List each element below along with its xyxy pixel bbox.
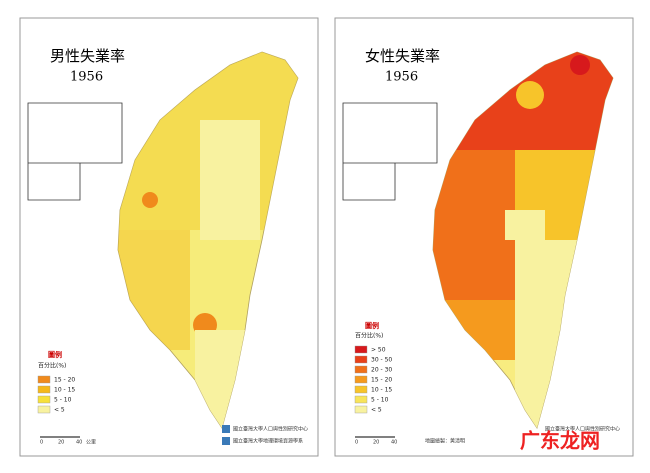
- legend-swatch: [37, 385, 51, 394]
- logo: [222, 425, 230, 433]
- credit: 國立臺灣大學人口與性別研究中心: [233, 426, 308, 433]
- inset-frame: [27, 102, 123, 201]
- legend-label: 5 - 10: [54, 397, 72, 404]
- legend-heading: 圖例: [365, 321, 379, 330]
- scale-label: 20: [373, 440, 379, 446]
- legend-swatch: [354, 395, 368, 404]
- legend-label: 15 - 20: [371, 377, 392, 384]
- scale-label: 20: [58, 440, 64, 446]
- legend: 圖例 百分比(%) > 50 30 - 50 20 - 30 15 - 20 10 - …: [354, 321, 392, 414]
- legend-label: 30 - 50: [371, 357, 392, 364]
- legend-label: < 5: [371, 407, 382, 414]
- right-panel: 女性失業率 1956 圖例 百分比(%) > 50 30 - 50 20 - 30 1…: [334, 17, 634, 457]
- credit: 國立臺灣大學人口與性別研究中心: [545, 426, 620, 433]
- legend-label: 10 - 15: [371, 387, 392, 394]
- legend-swatch: [37, 405, 51, 414]
- scale-label: 0: [40, 440, 43, 446]
- scale-label: 40: [76, 440, 82, 446]
- inset-frame: [342, 102, 438, 201]
- legend-swatch: [354, 345, 368, 354]
- credit: 國立臺灣大學地理環境資源學系: [233, 438, 303, 445]
- legend-label: > 50: [371, 347, 386, 354]
- legend-swatch: [354, 365, 368, 374]
- legend-swatch: [354, 355, 368, 364]
- legend-label: 5 - 10: [371, 397, 389, 404]
- left-panel: 男性失業率 1956 圖例 百分比(%) 15 - 20 10 - 15 5 - 1…: [19, 17, 319, 457]
- legend-unit: 百分比(%): [355, 332, 383, 340]
- legend-swatch: [354, 385, 368, 394]
- legend-label: 20 - 30: [371, 367, 392, 374]
- scale-label: 0: [355, 440, 358, 446]
- legend: 圖例 百分比(%) 15 - 20 10 - 15 5 - 10 < 5: [37, 350, 75, 414]
- scale-label: 40: [391, 440, 397, 446]
- legend-swatch: [354, 375, 368, 384]
- legend-heading: 圖例: [48, 350, 62, 359]
- legend-label: < 5: [54, 407, 65, 414]
- legend-label: 15 - 20: [54, 377, 75, 384]
- legend-swatch: [354, 405, 368, 414]
- legend-swatch: [37, 395, 51, 404]
- legend-label: 10 - 15: [54, 387, 75, 394]
- author: 地圖繪製：黃清明: [425, 438, 465, 445]
- logo: [222, 437, 230, 445]
- watermark: 广东龙网: [520, 429, 600, 453]
- scale-label: 公里: [86, 440, 96, 446]
- legend-unit: 百分比(%): [38, 362, 66, 370]
- map-year: 1956: [385, 70, 418, 85]
- map-title: 男性失業率: [50, 47, 125, 65]
- map-year: 1956: [70, 70, 103, 85]
- legend-swatch: [37, 375, 51, 384]
- map-title: 女性失業率: [365, 47, 440, 65]
